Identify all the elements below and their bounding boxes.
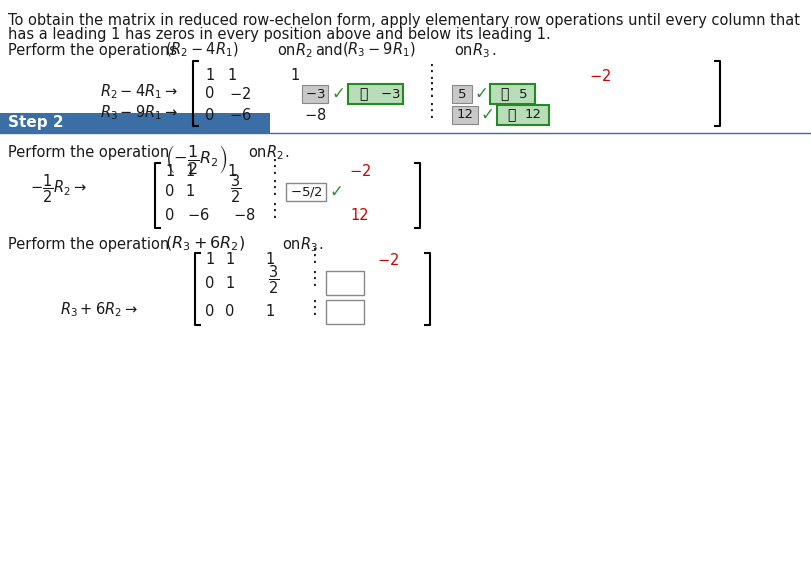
Text: 12: 12 [350, 207, 369, 222]
Text: .: . [284, 145, 289, 160]
FancyBboxPatch shape [325, 300, 363, 324]
FancyBboxPatch shape [348, 84, 402, 104]
Text: .: . [491, 43, 496, 58]
Text: $-6$: $-6$ [229, 107, 251, 123]
FancyBboxPatch shape [489, 84, 534, 104]
Text: 1: 1 [265, 304, 274, 320]
Text: ⋮: ⋮ [306, 270, 324, 288]
Text: ⋮: ⋮ [423, 63, 440, 81]
Text: Perform the operations: Perform the operations [8, 43, 177, 58]
Text: $-2$: $-2$ [349, 163, 371, 179]
FancyBboxPatch shape [452, 85, 471, 103]
Text: 🗝: 🗝 [500, 87, 508, 101]
Text: 5: 5 [518, 88, 526, 100]
FancyBboxPatch shape [302, 85, 328, 103]
Text: $\left(R_2-4R_1\right)$: $\left(R_2-4R_1\right)$ [165, 41, 238, 60]
Text: $R_3$: $R_3$ [471, 41, 489, 60]
Text: on: on [281, 237, 300, 252]
Text: $R_3-9R_1\rightarrow$: $R_3-9R_1\rightarrow$ [100, 104, 178, 123]
Text: $-5/2$: $-5/2$ [290, 185, 322, 199]
Text: 1: 1 [225, 253, 234, 268]
Text: ⋮: ⋮ [423, 81, 440, 99]
Text: 🗝: 🗝 [358, 87, 367, 101]
Text: $R_3$: $R_3$ [299, 235, 317, 254]
FancyBboxPatch shape [285, 183, 325, 201]
Text: on: on [453, 43, 472, 58]
Text: Step 2: Step 2 [8, 116, 63, 131]
Text: $-3$: $-3$ [304, 88, 325, 100]
Text: $R_2$: $R_2$ [294, 41, 312, 60]
Text: ⋮: ⋮ [306, 247, 324, 265]
Text: ⋮: ⋮ [423, 81, 440, 99]
Text: Perform the operation: Perform the operation [8, 237, 169, 252]
Text: To obtain the matrix in reduced row-echelon form, apply elementary row operation: To obtain the matrix in reduced row-eche… [8, 13, 799, 28]
Text: 0: 0 [205, 276, 214, 291]
Text: 1: 1 [265, 253, 274, 268]
Text: .: . [318, 237, 322, 252]
Text: ✓: ✓ [474, 85, 487, 103]
Text: $-2$: $-2$ [588, 68, 611, 84]
Text: $-2$: $-2$ [229, 86, 251, 102]
Text: and: and [315, 43, 342, 58]
Text: ⋮: ⋮ [266, 202, 284, 220]
Text: ⋮: ⋮ [266, 179, 284, 197]
Text: 0: 0 [205, 108, 214, 123]
Text: $-8$: $-8$ [233, 207, 255, 223]
Text: 1: 1 [227, 69, 236, 84]
Text: ⋮: ⋮ [306, 299, 324, 317]
Text: $\left(R_3-9R_1\right)$: $\left(R_3-9R_1\right)$ [341, 41, 415, 60]
Text: $R_2-4R_1\rightarrow$: $R_2-4R_1\rightarrow$ [100, 83, 178, 101]
Text: 1: 1 [225, 276, 234, 291]
Text: $\dfrac{3}{2}$: $\dfrac{3}{2}$ [230, 172, 242, 205]
Text: 0: 0 [205, 304, 214, 320]
FancyBboxPatch shape [452, 106, 478, 124]
Text: ✓: ✓ [328, 183, 342, 201]
Text: 1: 1 [290, 69, 299, 84]
Text: 1: 1 [185, 185, 195, 199]
Text: ✓: ✓ [331, 85, 345, 103]
Text: Perform the operation: Perform the operation [8, 145, 169, 160]
Text: $-2$: $-2$ [376, 252, 398, 268]
Text: 1: 1 [205, 69, 214, 84]
Text: 1: 1 [205, 253, 214, 268]
Text: $-3$: $-3$ [380, 88, 400, 100]
FancyBboxPatch shape [496, 105, 548, 125]
Text: 1: 1 [185, 163, 195, 179]
Text: 12: 12 [456, 108, 473, 121]
Text: $-6$: $-6$ [187, 207, 209, 223]
Text: 12: 12 [524, 108, 541, 121]
Text: 1: 1 [227, 163, 236, 179]
Text: $R_3+6R_2\rightarrow$: $R_3+6R_2\rightarrow$ [60, 301, 138, 319]
Text: $\left(-\dfrac{1}{2}R_2\right)$: $\left(-\dfrac{1}{2}R_2\right)$ [165, 143, 227, 176]
Text: on: on [247, 145, 266, 160]
Text: $-\dfrac{1}{2}R_2\rightarrow$: $-\dfrac{1}{2}R_2\rightarrow$ [30, 172, 87, 205]
Text: 0: 0 [205, 87, 214, 101]
Text: 5: 5 [457, 88, 466, 100]
Text: $R_2$: $R_2$ [266, 143, 283, 162]
Text: $\left(R_3+6R_2\right)$: $\left(R_3+6R_2\right)$ [165, 235, 245, 253]
Text: ✓: ✓ [479, 106, 493, 124]
Text: 1: 1 [165, 163, 174, 179]
Text: 0: 0 [165, 185, 174, 199]
Text: $-8$: $-8$ [303, 107, 326, 123]
Text: on: on [277, 43, 295, 58]
Text: $\dfrac{3}{2}$: $\dfrac{3}{2}$ [268, 264, 279, 296]
Text: 🗝: 🗝 [506, 108, 514, 122]
Text: 0: 0 [165, 207, 174, 222]
FancyBboxPatch shape [325, 271, 363, 295]
Bar [0, 113, 270, 133]
Text: has a leading 1 has zeros in every position above and below its leading 1.: has a leading 1 has zeros in every posit… [8, 27, 550, 42]
Text: 0: 0 [225, 304, 234, 320]
Text: ⋮: ⋮ [266, 158, 284, 176]
Text: ⋮: ⋮ [423, 102, 440, 120]
